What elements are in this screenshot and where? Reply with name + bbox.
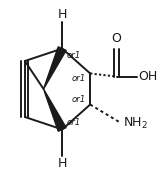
Text: H: H <box>57 8 67 21</box>
Text: H: H <box>57 157 67 170</box>
Text: O: O <box>112 32 122 45</box>
Text: NH$_2$: NH$_2$ <box>123 116 148 131</box>
Polygon shape <box>43 47 66 89</box>
Text: or1: or1 <box>67 118 81 127</box>
Text: or1: or1 <box>71 74 86 83</box>
Polygon shape <box>43 89 66 131</box>
Text: OH: OH <box>138 70 158 83</box>
Text: or1: or1 <box>67 51 81 60</box>
Text: or1: or1 <box>71 95 86 104</box>
